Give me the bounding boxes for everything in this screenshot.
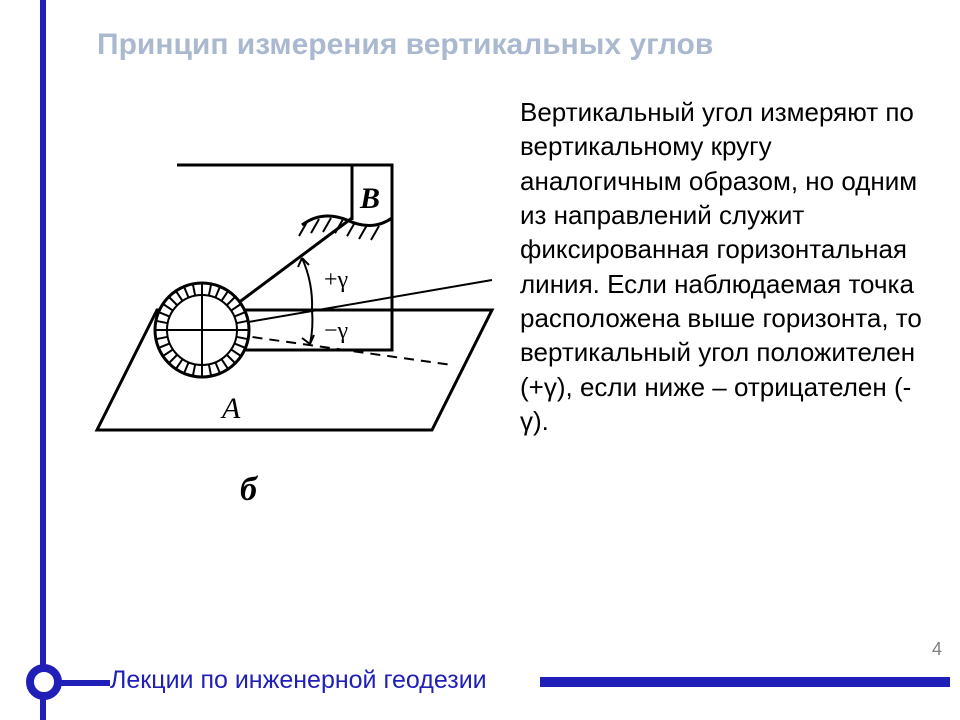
diagram: B A +γ −γ б [92,120,497,550]
svg-text:B: B [359,182,380,215]
svg-text:б: б [240,471,259,508]
page-number: 4 [932,639,942,660]
footer-ring-icon [26,664,62,700]
svg-text:A: A [220,392,241,425]
body-text: Вертикальный угол измеряют по вертикальн… [520,95,935,438]
footer-text: Лекции по инженерной геодезии [110,666,487,695]
vertical-rule [40,0,46,720]
footer-rule-left [60,680,110,686]
svg-text:+γ: +γ [324,267,349,293]
footer-rule-right [540,677,950,687]
svg-text:−γ: −γ [324,318,349,344]
slide-title: Принцип измерения вертикальных углов [97,28,713,62]
